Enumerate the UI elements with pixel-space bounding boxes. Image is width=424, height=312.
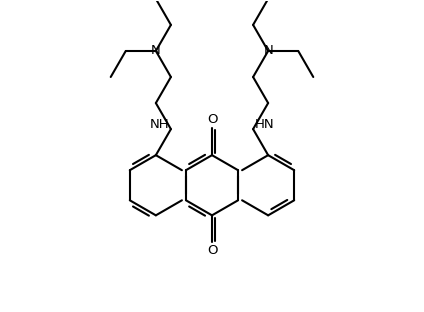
Text: NH: NH	[149, 118, 169, 131]
Text: O: O	[207, 113, 217, 126]
Text: N: N	[263, 44, 273, 57]
Text: HN: HN	[255, 118, 275, 131]
Text: N: N	[151, 44, 161, 57]
Text: O: O	[207, 244, 217, 257]
